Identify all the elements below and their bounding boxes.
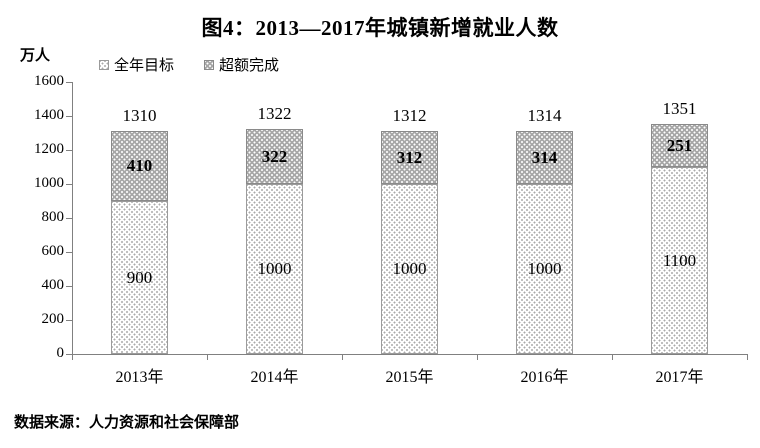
bar-segment-target: 1100 [651,167,708,354]
y-tick-label: 1600 [34,73,64,89]
legend-target-label: 全年目标 [114,57,175,74]
bar-segment-excess: 312 [381,131,438,184]
y-tick-label: 400 [41,277,65,293]
x-axis-tick [207,355,208,360]
y-tick-label: 1000 [34,175,64,191]
bar-segment-target: 1000 [246,184,303,354]
excess-value-label: 312 [396,147,423,167]
chart-title: 图4：2013—2017年城镇新增就业人数 [201,16,559,40]
x-category-label: 2017年 [655,369,704,386]
bar-segment-excess: 251 [651,124,708,167]
bar-segment-target: 1000 [381,184,438,354]
excess-value-label: 251 [666,135,693,155]
legend-item-excess: 超额完成 [204,54,279,75]
legend: 全年目标 超额完成 [99,54,279,75]
y-axis-tick [66,320,72,321]
y-axis-tick [66,116,72,117]
target-value-label: 1100 [662,250,697,270]
x-category-label: 2013年 [115,369,164,386]
y-tick-label: 1400 [34,107,64,123]
y-axis-tick [66,354,72,355]
y-tick-label: 600 [41,243,65,259]
y-axis-tick [66,218,72,219]
y-axis-tick [66,184,72,185]
x-axis-tick [747,355,748,360]
bar-segment-excess: 322 [246,129,303,184]
bar-segment-target: 1000 [516,184,573,354]
y-tick-label: 0 [56,345,65,361]
target-pattern-swatch-icon [99,59,109,70]
x-axis-tick [72,355,73,360]
legend-item-target: 全年目标 [99,54,174,75]
bar-total-label: 1351 [662,99,697,118]
target-value-label: 1000 [527,259,562,278]
y-tick-label: 800 [41,209,65,225]
y-axis-tick [66,252,72,253]
data-source-note: 数据来源：人力资源和社会保障部 [14,414,240,431]
x-category-label: 2014年 [250,369,299,386]
bar-total-label: 1312 [392,106,427,125]
y-axis-tick [66,150,72,151]
legend-excess-label: 超额完成 [219,57,280,74]
bar-segment-excess: 314 [516,131,573,184]
bar-total-label: 1322 [257,104,292,123]
y-tick-label: 1200 [34,141,64,157]
y-axis-tick [66,82,72,83]
target-value-label: 900 [126,267,153,287]
x-category-label: 2015年 [385,369,434,386]
x-category-label: 2016年 [520,369,569,386]
y-axis-unit-label: 万人 [20,47,51,64]
bar-total-label: 1310 [122,106,157,125]
x-axis-tick [477,355,478,360]
y-axis-tick [66,286,72,287]
bar-total-label: 1314 [527,106,562,125]
target-value-label: 1000 [257,259,292,278]
excess-pattern-swatch-icon [204,59,215,70]
x-axis-tick [612,355,613,360]
excess-value-label: 314 [531,147,558,167]
x-axis-line [72,354,748,355]
excess-value-label: 410 [126,156,153,175]
bar-segment-target: 900 [111,201,168,354]
target-value-label: 1000 [392,259,427,278]
y-axis-line [72,82,73,355]
excess-value-label: 322 [261,146,288,166]
y-tick-label: 200 [41,311,65,327]
bar-segment-excess: 410 [111,131,168,201]
x-axis-tick [342,355,343,360]
